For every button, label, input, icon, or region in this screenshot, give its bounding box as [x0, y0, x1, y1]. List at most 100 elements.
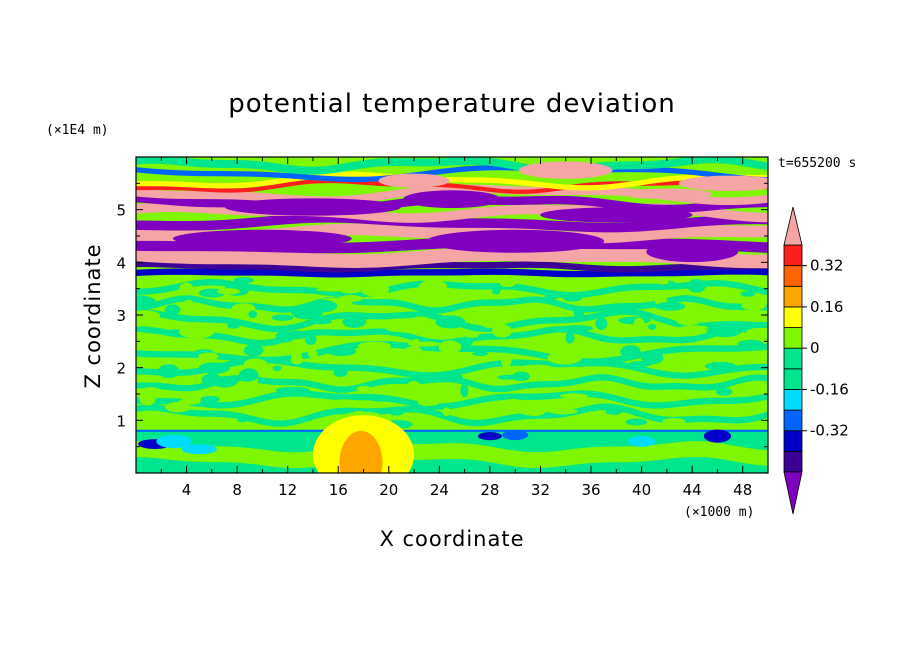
contour-cell [704, 361, 736, 371]
contour-cell [648, 323, 657, 330]
contour-cell [559, 393, 589, 399]
contour-cell [217, 288, 240, 295]
contour-cell [678, 175, 768, 192]
contour-cell [183, 299, 194, 308]
contour-cell [715, 387, 733, 396]
contour-cell [227, 322, 240, 329]
contour-cell [304, 333, 317, 345]
contour-cell [472, 351, 489, 356]
contour-cell [198, 352, 219, 361]
contour-cell [403, 190, 501, 208]
contour-cell [654, 302, 686, 311]
x-tick-label: 24 [430, 481, 449, 499]
contour-band [136, 326, 768, 347]
cold-patch [628, 435, 656, 447]
plot-area [135, 156, 769, 474]
contour-cell [524, 408, 545, 417]
contour-cell [497, 374, 520, 380]
contour-cell [418, 279, 448, 294]
contour-cell [406, 380, 421, 393]
contour-cell [641, 351, 664, 365]
contour-cell [560, 325, 594, 332]
y-tick-label: 5 [116, 202, 126, 220]
colorbar-segment [783, 389, 803, 411]
cold-patch [477, 432, 502, 441]
contour-cell [499, 279, 516, 288]
contour-cell [272, 365, 282, 371]
contour-cell [746, 327, 768, 337]
contour-cell [165, 401, 191, 413]
colorbar-segment [783, 265, 803, 287]
x-tick-label: 8 [232, 481, 242, 499]
contour-cell [549, 408, 578, 415]
contour-cell [136, 331, 144, 337]
contour-cell [417, 398, 440, 407]
contour-cell [426, 229, 605, 253]
contour-cell [740, 290, 756, 297]
contour-cell [378, 173, 450, 188]
x-tick-label: 44 [683, 481, 702, 499]
colorbar-tick-label: 0.16 [810, 298, 843, 316]
x-tick-label: 28 [480, 481, 499, 499]
contour-cell [181, 391, 213, 397]
contour-cell [360, 282, 390, 297]
x-tick-label: 4 [182, 481, 192, 499]
contour-cell [452, 309, 471, 317]
colorbar-tick-label: 0.32 [810, 257, 843, 275]
y-unit-label: (×1E4 m) [46, 123, 109, 138]
contour-cell [357, 341, 392, 351]
contour-cell [698, 383, 707, 390]
contour-cell [628, 360, 653, 367]
x-tick-label: 12 [278, 481, 297, 499]
contour-cell [158, 364, 180, 379]
contour-cell [198, 362, 230, 374]
contour-cell [243, 344, 264, 357]
x-tick-label: 20 [379, 481, 398, 499]
y-axis: 1 2 3 4 5 [116, 182, 768, 448]
contour-cell [356, 385, 372, 392]
contour-cell [544, 293, 559, 300]
x-tick-label: 32 [531, 481, 550, 499]
contour-cell [438, 340, 462, 354]
contour-cell [460, 383, 469, 398]
contour-cell [633, 317, 645, 330]
contour-cell [706, 326, 742, 338]
contour-band [136, 178, 768, 194]
contour-cell [333, 368, 348, 377]
contour-cell [435, 315, 466, 329]
contour-cell [646, 241, 739, 263]
y-tick-label: 3 [116, 307, 126, 325]
x-tick-label: 40 [632, 481, 651, 499]
contour-cell [178, 282, 194, 296]
contour-cell [136, 295, 156, 308]
contour-cell [595, 317, 608, 330]
contour-cell [243, 358, 268, 370]
contour-cell [453, 374, 463, 380]
contour-cell [368, 395, 396, 402]
contour-cell [620, 345, 641, 358]
contour-band [136, 441, 768, 469]
colorbar-segment [783, 285, 803, 308]
contour-cell [655, 279, 669, 285]
contour-cell [498, 398, 526, 410]
contour-cell [290, 355, 304, 365]
y-tick-label: 2 [116, 360, 126, 378]
contour-cell [338, 294, 363, 302]
cold-patch [181, 444, 217, 455]
colorbar-segment [783, 347, 803, 370]
contour-cell [329, 399, 360, 407]
contour-cell [275, 386, 311, 394]
contour-cell [164, 304, 181, 316]
contour-cell [211, 390, 233, 396]
contour-cell [674, 311, 703, 326]
colorbar-extend-high [783, 206, 803, 246]
colorbar-segment [783, 306, 803, 328]
colorbar-tick-label: -0.16 [810, 380, 849, 398]
contour-cell [200, 395, 220, 403]
colorbar-segment [783, 368, 803, 390]
contour-cell [237, 417, 248, 423]
contour-cell [483, 309, 517, 321]
colorbar-segment [783, 430, 803, 452]
contour-cell [391, 320, 427, 334]
contour-cell [233, 277, 254, 284]
